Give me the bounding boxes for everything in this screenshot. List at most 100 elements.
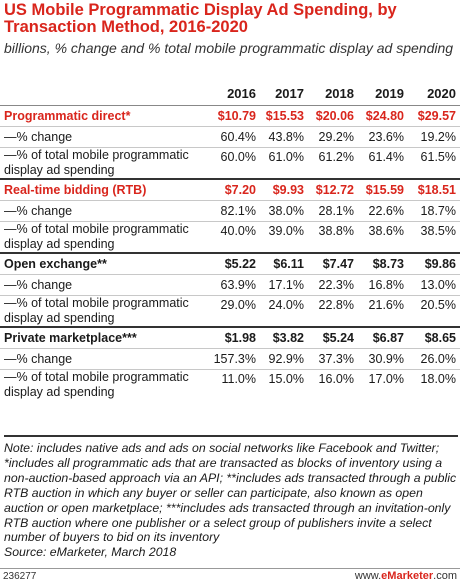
group-value-cell: $15.53	[260, 104, 308, 126]
group-value-cell: $12.72	[308, 178, 358, 200]
row-value-cell: 82.1%	[208, 199, 260, 221]
row-value-cell: 17.1%	[260, 273, 308, 295]
row-value-cell: 63.9%	[208, 273, 260, 295]
row-label: —% change	[0, 273, 208, 295]
chart-subtitle: billions, % change and % total mobile pr…	[4, 40, 454, 56]
group-value-cell: $29.57	[408, 104, 460, 126]
row-value-cell: 43.8%	[260, 125, 308, 147]
group-value-cell: $5.24	[308, 326, 358, 348]
brand-name: eMarketer	[381, 570, 434, 582]
note-text: Note: includes native ads and ads on soc…	[4, 441, 457, 545]
column-header: 2019	[358, 83, 408, 106]
row-value-cell: 26.0%	[408, 347, 460, 369]
row-value-cell: 23.6%	[358, 125, 408, 147]
row-value-cell: 38.0%	[260, 199, 308, 221]
table-row-group: Private marketplace*** $1.98 $3.82 $5.24 $6.…	[0, 326, 460, 348]
table-row: —% of total mobile programmatic display …	[0, 294, 460, 327]
row-value-cell: 15.0%	[260, 368, 308, 401]
row-value-cell: 60.4%	[208, 125, 260, 147]
row-value-cell: 22.6%	[358, 199, 408, 221]
column-header: 2017	[260, 83, 308, 106]
row-value-cell: 22.8%	[308, 294, 358, 327]
group-value-cell: $9.93	[260, 178, 308, 200]
table-row-group: Real-time bidding (RTB) $7.20 $9.93 $12.72 $…	[0, 178, 460, 200]
row-value-cell: 39.0%	[260, 220, 308, 253]
row-value-cell: 61.4%	[358, 146, 408, 179]
group-label: Real-time bidding (RTB)	[0, 178, 208, 200]
row-label: —% change	[0, 125, 208, 147]
row-label: —% of total mobile programmatic display …	[0, 294, 208, 327]
table-row: —% change 157.3% 92.9% 37.3% 30.9% 26.0%	[0, 347, 460, 369]
row-value-cell: 16.8%	[358, 273, 408, 295]
row-label: —% change	[0, 199, 208, 221]
table-row: —% of total mobile programmatic display …	[0, 368, 460, 401]
row-value-cell: 19.2%	[408, 125, 460, 147]
column-header: 2020	[408, 83, 460, 106]
column-header: 2016	[208, 83, 260, 106]
row-value-cell: 16.0%	[308, 368, 358, 401]
row-label: —% of total mobile programmatic display …	[0, 146, 208, 179]
row-value-cell: 61.2%	[308, 146, 358, 179]
table-body: Programmatic direct* $10.79 $15.53 $20.06 $2…	[0, 104, 460, 401]
source-text: Source: eMarketer, March 2018	[4, 545, 177, 560]
row-value-cell: 24.0%	[260, 294, 308, 327]
row-value-cell: 38.6%	[358, 220, 408, 253]
group-value-cell: $8.73	[358, 252, 408, 274]
group-value-cell: $1.98	[208, 326, 260, 348]
row-value-cell: 29.2%	[308, 125, 358, 147]
row-value-cell: 17.0%	[358, 368, 408, 401]
group-label: Programmatic direct*	[0, 104, 208, 126]
column-header-blank	[0, 83, 208, 106]
table-row: —% change 60.4% 43.8% 29.2% 23.6% 19.2%	[0, 125, 460, 147]
row-value-cell: 37.3%	[308, 347, 358, 369]
footer: 236277 www.eMarketer.com	[0, 568, 460, 583]
group-label: Open exchange**	[0, 252, 208, 274]
group-value-cell: $7.47	[308, 252, 358, 274]
table-row: —% change 63.9% 17.1% 22.3% 16.8% 13.0%	[0, 273, 460, 295]
row-label: —% of total mobile programmatic display …	[0, 368, 208, 401]
row-value-cell: 18.7%	[408, 199, 460, 221]
table-row: —% change 82.1% 38.0% 28.1% 22.6% 18.7%	[0, 199, 460, 221]
table-row: —% of total mobile programmatic display …	[0, 146, 460, 179]
row-value-cell: 29.0%	[208, 294, 260, 327]
group-value-cell: $7.20	[208, 178, 260, 200]
row-value-cell: 30.9%	[358, 347, 408, 369]
group-value-cell: $10.79	[208, 104, 260, 126]
group-value-cell: $9.86	[408, 252, 460, 274]
chart-title: US Mobile Programmatic Display Ad Spendi…	[4, 1, 397, 36]
row-value-cell: 13.0%	[408, 273, 460, 295]
column-header: 2018	[308, 83, 358, 106]
row-value-cell: 157.3%	[208, 347, 260, 369]
row-value-cell: 61.0%	[260, 146, 308, 179]
table-header-row: 2016 2017 2018 2019 2020	[0, 83, 460, 106]
row-label: —% of total mobile programmatic display …	[0, 220, 208, 253]
table-row-group: Programmatic direct* $10.79 $15.53 $20.06 $2…	[0, 104, 460, 126]
row-value-cell: 61.5%	[408, 146, 460, 179]
row-value-cell: 92.9%	[260, 347, 308, 369]
group-value-cell: $15.59	[358, 178, 408, 200]
group-value-cell: $5.22	[208, 252, 260, 274]
row-value-cell: 20.5%	[408, 294, 460, 327]
row-value-cell: 60.0%	[208, 146, 260, 179]
group-value-cell: $18.51	[408, 178, 460, 200]
group-value-cell: $24.80	[358, 104, 408, 126]
group-value-cell: $6.11	[260, 252, 308, 274]
row-value-cell: 28.1%	[308, 199, 358, 221]
brand-logo[interactable]: www.eMarketer.com	[355, 570, 457, 582]
row-value-cell: 11.0%	[208, 368, 260, 401]
group-value-cell: $20.06	[308, 104, 358, 126]
group-label: Private marketplace***	[0, 326, 208, 348]
group-value-cell: $3.82	[260, 326, 308, 348]
group-value-cell: $8.65	[408, 326, 460, 348]
chart-id: 236277	[3, 571, 37, 582]
table-row: —% of total mobile programmatic display …	[0, 220, 460, 253]
brand-suffix: .com	[433, 570, 457, 582]
row-value-cell: 38.5%	[408, 220, 460, 253]
footnote: Note: includes native ads and ads on soc…	[4, 435, 458, 560]
data-table: 2016 2017 2018 2019 2020 Programmatic di…	[0, 83, 460, 401]
table-row-group: Open exchange** $5.22 $6.11 $7.47 $8.73 $9.86	[0, 252, 460, 274]
row-label: —% change	[0, 347, 208, 369]
row-value-cell: 21.6%	[358, 294, 408, 327]
row-value-cell: 40.0%	[208, 220, 260, 253]
group-value-cell: $6.87	[358, 326, 408, 348]
